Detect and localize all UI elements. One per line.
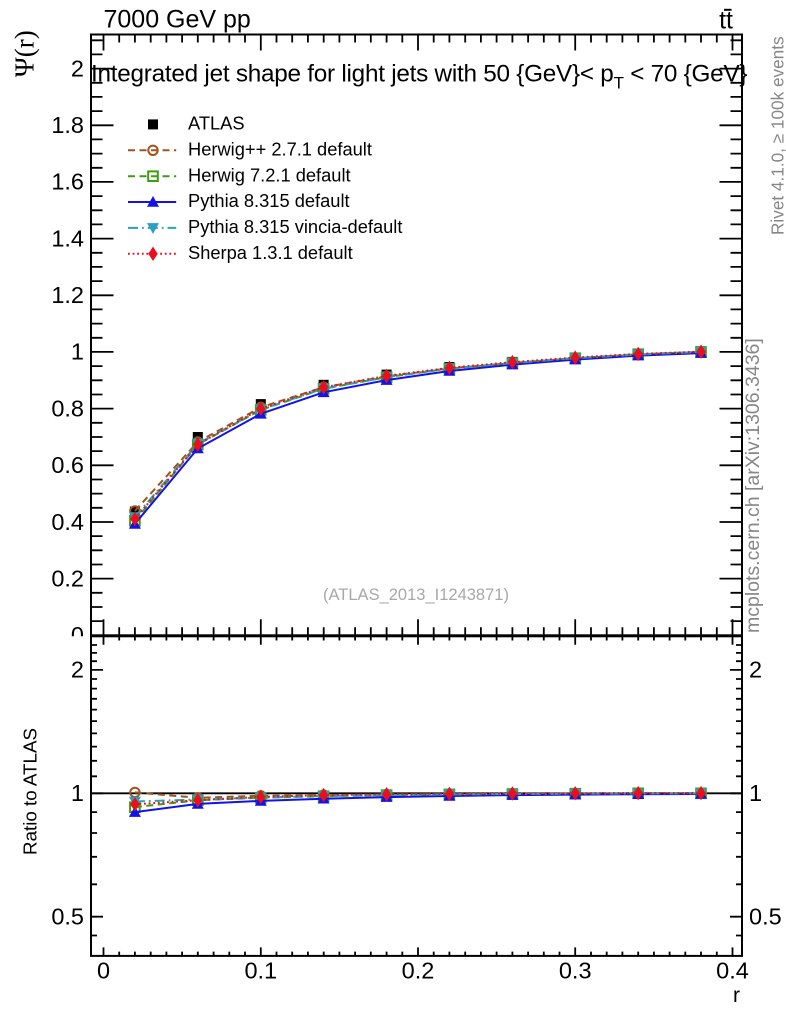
- svg-text:Pythia 8.315 vincia-default: Pythia 8.315 vincia-default: [188, 216, 402, 237]
- svg-text:0.2: 0.2: [402, 958, 435, 984]
- svg-text:0.1: 0.1: [244, 958, 277, 984]
- svg-text:7000 GeV pp: 7000 GeV pp: [104, 5, 251, 33]
- svg-text:2: 2: [749, 657, 762, 683]
- svg-text:1: 1: [71, 780, 84, 806]
- svg-text:0.3: 0.3: [559, 958, 592, 984]
- svg-text:1: 1: [749, 780, 762, 806]
- svg-text:0.8: 0.8: [51, 395, 84, 421]
- svg-text:Ψ(r): Ψ(r): [10, 30, 40, 77]
- svg-text:mcplots.cern.ch [arXiv:1306.34: mcplots.cern.ch [arXiv:1306.3436]: [742, 338, 764, 633]
- svg-text:1.6: 1.6: [51, 169, 84, 195]
- svg-text:0.4: 0.4: [51, 509, 84, 535]
- svg-text:Herwig++ 2.7.1 default: Herwig++ 2.7.1 default: [188, 139, 372, 160]
- svg-text:Rivet 4.1.0, ≥ 100k events: Rivet 4.1.0, ≥ 100k events: [768, 36, 786, 235]
- svg-text:Pythia 8.315 default: Pythia 8.315 default: [188, 190, 350, 211]
- svg-text:1.4: 1.4: [51, 225, 84, 251]
- svg-text:Sherpa 1.3.1 default: Sherpa 1.3.1 default: [188, 242, 353, 263]
- svg-text:(ATLAS_2013_I1243871): (ATLAS_2013_I1243871): [323, 586, 509, 604]
- svg-text:0.2: 0.2: [51, 565, 84, 591]
- svg-text:1: 1: [71, 339, 84, 365]
- svg-text:0.6: 0.6: [51, 452, 84, 478]
- svg-text:0.5: 0.5: [749, 904, 782, 930]
- svg-text:r: r: [733, 984, 740, 1007]
- svg-text:ATLAS: ATLAS: [188, 113, 245, 134]
- svg-text:0.5: 0.5: [51, 904, 84, 930]
- svg-text:2: 2: [71, 55, 84, 81]
- svg-text:1.8: 1.8: [51, 112, 84, 138]
- svg-text:1.2: 1.2: [51, 282, 84, 308]
- svg-text:Ratio to ATLAS: Ratio to ATLAS: [20, 728, 41, 855]
- svg-text:0: 0: [97, 958, 110, 984]
- svg-text:0.4: 0.4: [716, 958, 749, 984]
- svg-text:2: 2: [71, 657, 84, 683]
- svg-text:Herwig 7.2.1 default: Herwig 7.2.1 default: [188, 164, 351, 185]
